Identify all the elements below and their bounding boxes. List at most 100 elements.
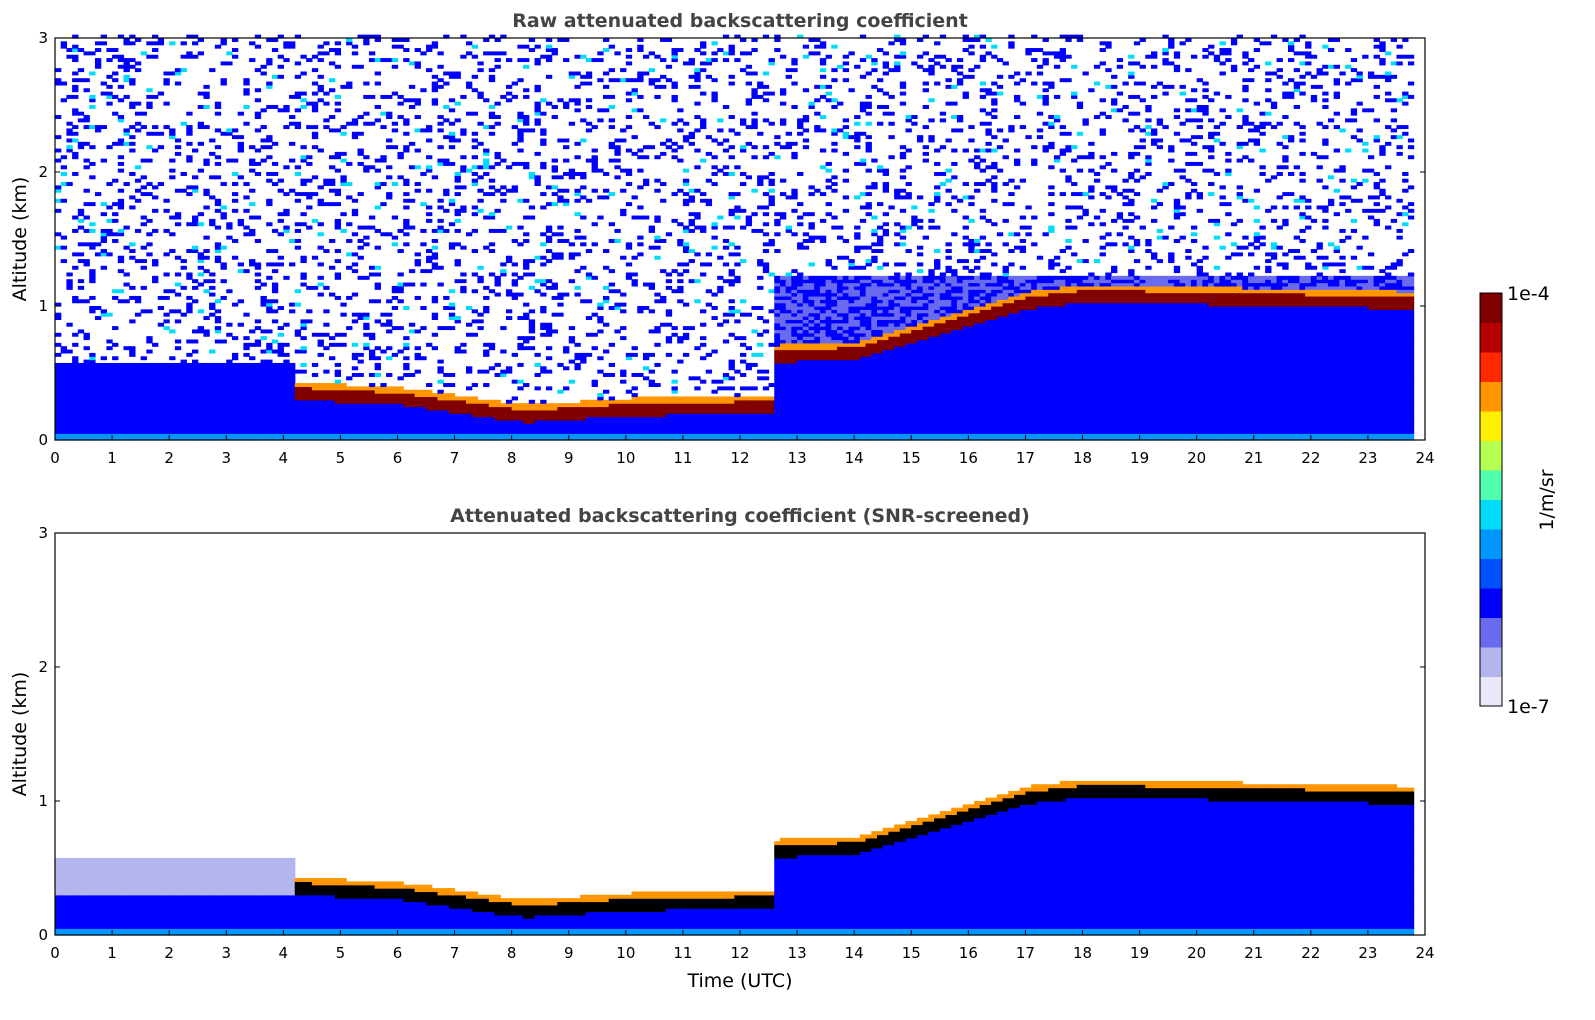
heat-cell	[517, 78, 523, 82]
heat-cell	[649, 246, 655, 250]
heat-cell	[557, 98, 563, 102]
heat-cell	[517, 112, 523, 116]
heat-cell	[209, 68, 215, 72]
heat-cell	[192, 350, 198, 354]
heat-cell	[666, 145, 672, 149]
heat-cell	[61, 98, 67, 102]
heat-cell	[535, 45, 541, 49]
heat-cell	[466, 51, 472, 55]
heat-cell	[181, 68, 187, 72]
heat-cell	[124, 283, 130, 287]
heat-cell	[626, 262, 632, 266]
heat-cell	[392, 58, 398, 62]
heat-cell	[677, 279, 683, 283]
heat-cell	[146, 219, 152, 223]
heat-cell	[158, 363, 164, 367]
heat-cell	[477, 92, 483, 96]
heat-cell	[546, 249, 552, 253]
heat-cell	[266, 179, 272, 183]
heat-cell	[683, 135, 689, 139]
heat-cell	[489, 51, 495, 55]
heat-cell	[546, 286, 552, 290]
heat-cell	[477, 326, 483, 330]
heat-cell	[163, 102, 169, 106]
heat-cell	[289, 309, 295, 313]
heat-cell	[363, 343, 369, 347]
heat-cell	[472, 289, 478, 293]
heat-cell	[169, 249, 175, 253]
heat-cell	[352, 252, 358, 256]
heat-cell	[283, 353, 289, 357]
heat-cell	[84, 242, 90, 246]
heat-cell	[335, 128, 341, 132]
heat-cell	[169, 232, 175, 236]
heat-cell	[72, 125, 78, 129]
heat-cell	[375, 246, 381, 250]
heat-cell	[443, 393, 449, 397]
heat-cell	[426, 68, 432, 72]
heat-cell	[106, 85, 112, 89]
heat-cell	[295, 199, 301, 203]
heat-cell	[129, 78, 135, 82]
heat-cell	[169, 363, 175, 367]
heat-cell	[66, 350, 72, 354]
heat-cell	[175, 346, 181, 350]
heat-cell	[152, 125, 158, 129]
heat-cell	[689, 189, 695, 193]
heat-cell	[243, 313, 249, 317]
heat-cell	[609, 222, 615, 226]
heat-cell	[386, 175, 392, 179]
heat-cell	[215, 155, 221, 159]
heat-cell	[135, 68, 141, 72]
heat-cell	[369, 373, 375, 377]
heat-cell	[569, 242, 575, 246]
heat-cell	[152, 185, 158, 189]
heat-cell	[677, 222, 683, 226]
heat-cell	[432, 313, 438, 317]
heat-cell	[603, 195, 609, 199]
heat-cell	[689, 376, 695, 380]
heat-cell	[449, 242, 455, 246]
heat-cell	[84, 299, 90, 303]
heat-cell	[118, 139, 124, 143]
heat-cell	[654, 189, 660, 193]
heat-cell	[654, 293, 660, 297]
heat-cell	[329, 61, 335, 65]
heat-cell	[409, 165, 415, 169]
heat-cell	[358, 239, 364, 243]
heat-cell	[66, 182, 72, 186]
heat-cell	[380, 155, 386, 159]
heat-cell	[437, 266, 443, 270]
heat-cell	[226, 360, 232, 364]
heat-cell	[169, 356, 175, 360]
heat-cell	[398, 376, 404, 380]
heat-cell	[632, 346, 638, 350]
heat-cell	[375, 283, 381, 287]
heat-cell	[375, 299, 381, 303]
heat-cell	[660, 323, 666, 327]
heat-cell	[335, 363, 341, 367]
heat-cell	[78, 68, 84, 72]
heat-cell	[586, 299, 592, 303]
heat-cell	[437, 366, 443, 370]
heat-cell	[523, 58, 529, 62]
heat-cell	[152, 363, 158, 367]
heat-cell	[432, 75, 438, 79]
heat-cell	[312, 82, 318, 86]
heat-cell	[380, 112, 386, 116]
heat-cell	[403, 283, 409, 287]
heat-cell	[632, 273, 638, 277]
heat-cell	[340, 85, 346, 89]
heat-cell	[489, 242, 495, 246]
heat-cell	[346, 326, 352, 330]
heat-cell	[226, 323, 232, 327]
heat-cell	[677, 360, 683, 364]
heat-cell	[466, 333, 472, 337]
heat-cell	[500, 262, 506, 266]
heat-cell	[512, 95, 518, 99]
heat-cell	[55, 135, 61, 139]
heat-cell	[175, 273, 181, 277]
heat-cell	[55, 209, 61, 213]
heat-cell	[535, 152, 541, 156]
heat-cell	[563, 102, 569, 106]
